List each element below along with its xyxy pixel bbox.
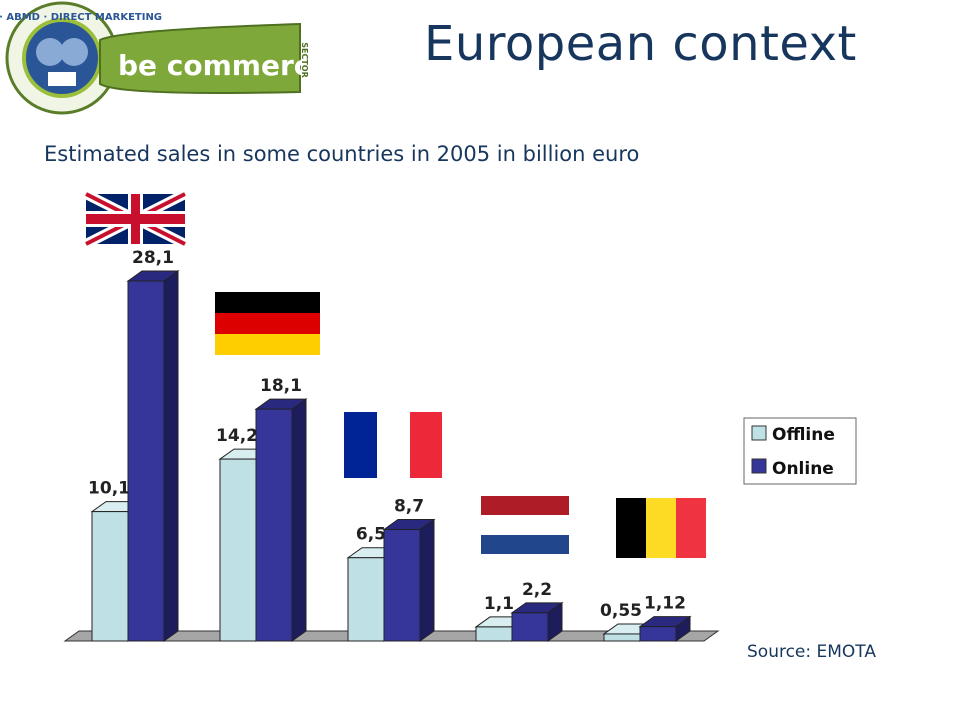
online-value-label-1: 28,1 — [132, 248, 174, 268]
online-bar-2 — [254, 398, 308, 642]
offline-value-label-2: 14,2 — [216, 426, 258, 446]
legend-swatch-online — [751, 458, 767, 474]
chart-bars: 10,1 14,2 6,5 1,1 0,55 28,1 18,1 8,7 2,2 1,12 — [88, 248, 692, 642]
online-bar-1 — [126, 270, 180, 642]
online-value-label-5: 1,12 — [644, 594, 686, 614]
uk-flag — [83, 189, 188, 249]
legend: Offline Online — [743, 417, 857, 485]
offline-value-label-1: 10,1 — [88, 479, 130, 499]
germany-flag — [215, 292, 320, 355]
online-bar-4 — [510, 601, 564, 642]
online-value-label-3: 8,7 — [394, 497, 424, 517]
online-value-label-4: 2,2 — [522, 580, 552, 600]
be-commerce-logo: BDMV · ABMD · DIRECT MARKETING be commer… — [0, 1, 318, 115]
legend-label-offline: Offline — [772, 425, 835, 445]
offline-value-label-3: 6,5 — [356, 525, 386, 545]
logo-wordmark: be commerce — [118, 49, 318, 82]
offline-value-label-4: 1,1 — [484, 594, 514, 614]
logo-tag: SECTOR — [300, 42, 309, 78]
legend-swatch-offline — [751, 425, 767, 441]
source-note: Source: EMOTA — [747, 642, 877, 662]
online-bar-5 — [638, 615, 692, 642]
chart-subtitle: Estimated sales in some countries in 200… — [44, 142, 640, 166]
legend-label-online: Online — [772, 459, 834, 479]
logo-ring-text: BDMV · ABMD · DIRECT MARKETING — [0, 12, 162, 23]
offline-value-label-5: 0,55 — [600, 601, 642, 621]
netherlands-flag — [481, 496, 569, 554]
page-title: European context — [424, 16, 857, 72]
belgium-flag — [616, 498, 706, 558]
online-bar-3 — [382, 518, 436, 642]
france-flag — [344, 412, 442, 478]
online-value-label-2: 18,1 — [260, 376, 302, 396]
